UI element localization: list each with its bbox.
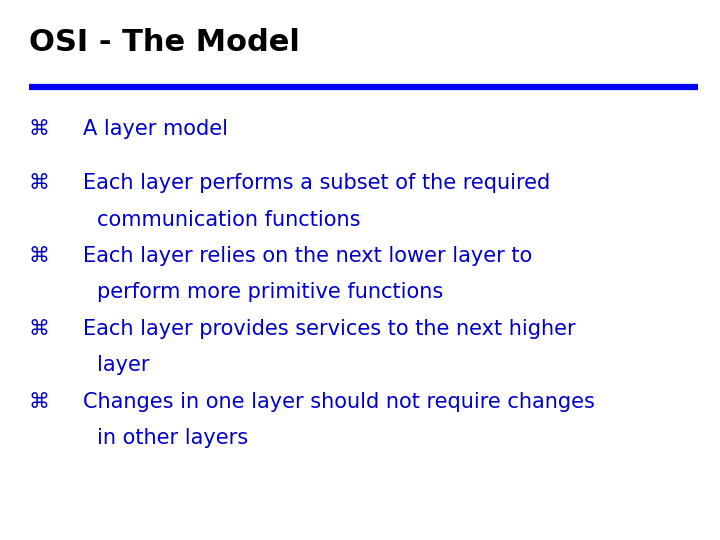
Text: Each layer relies on the next lower layer to: Each layer relies on the next lower laye… [83, 246, 532, 266]
Text: in other layers: in other layers [97, 428, 248, 448]
Text: ⌘: ⌘ [29, 246, 50, 266]
Text: layer: layer [97, 355, 150, 375]
Text: perform more primitive functions: perform more primitive functions [97, 282, 444, 302]
Text: Changes in one layer should not require changes: Changes in one layer should not require … [83, 392, 595, 411]
Text: ⌘: ⌘ [29, 392, 50, 411]
Text: Each layer performs a subset of the required: Each layer performs a subset of the requ… [83, 173, 550, 193]
Text: OSI - The Model: OSI - The Model [29, 28, 300, 57]
Text: communication functions: communication functions [97, 210, 361, 230]
Text: ⌘: ⌘ [29, 119, 50, 139]
Text: Each layer provides services to the next higher: Each layer provides services to the next… [83, 319, 575, 339]
Text: A layer model: A layer model [83, 119, 228, 139]
Text: ⌘: ⌘ [29, 173, 50, 193]
Text: ⌘: ⌘ [29, 319, 50, 339]
